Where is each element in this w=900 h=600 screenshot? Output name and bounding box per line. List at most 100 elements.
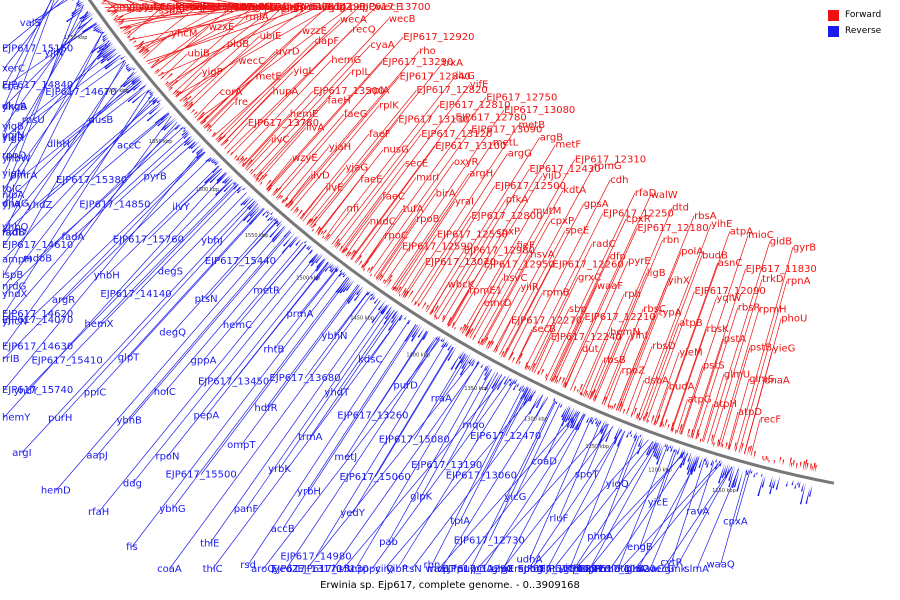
reverse-gene-mark — [242, 203, 260, 222]
forward-gene-mark — [531, 363, 536, 372]
reverse-gene-label: mdtD — [604, 564, 632, 575]
reverse-gene-leader-line — [203, 241, 304, 361]
reverse-gene-mark — [191, 143, 202, 154]
forward-gene-leader-line — [214, 0, 255, 8]
reverse-gene-mark — [338, 271, 344, 277]
forward-gene-leader-line — [461, 210, 534, 334]
forward-gene-leader-line — [204, 76, 256, 129]
reverse-gene-label: EJP617_14670 — [45, 87, 116, 98]
forward-gene-mark — [810, 463, 812, 471]
map-caption: Erwinia sp. Ejp617, complete genome. - 0… — [320, 580, 580, 591]
forward-gene-leader-line — [531, 277, 579, 373]
reverse-gene-label: EJP617_11820 — [585, 564, 656, 575]
reverse-gene-mark — [210, 158, 215, 162]
reverse-gene-mark — [422, 330, 430, 340]
reverse-gene-mark — [270, 212, 274, 215]
reverse-gene-mark — [315, 261, 331, 281]
forward-gene-mark — [163, 73, 173, 82]
forward-gene-leader-line — [499, 230, 566, 356]
forward-gene-mark — [140, 48, 149, 56]
forward-gene-leader-line — [395, 201, 456, 292]
forward-gene-label: rpoC — [384, 231, 408, 242]
reverse-gene-label: cca — [2, 82, 19, 93]
forward-gene-mark — [322, 235, 325, 239]
reverse-gene-mark — [152, 99, 159, 105]
reverse-gene-label: cspR — [577, 564, 601, 575]
reverse-gene-mark — [163, 118, 178, 131]
forward-gene-leader-line — [417, 185, 496, 307]
forward-gene-leader-line — [653, 352, 680, 425]
reverse-gene-leader-line — [332, 361, 480, 570]
reverse-gene-leader-line — [697, 461, 715, 512]
forward-gene-label: hemG — [331, 55, 361, 66]
forward-strand-track — [96, 0, 817, 473]
reverse-gene-leader-line — [59, 203, 259, 419]
forward-gene-mark — [361, 260, 369, 270]
forward-gene-leader-line — [549, 219, 627, 381]
forward-gene-leader-line — [703, 374, 725, 442]
reverse-gene-leader-line — [304, 291, 369, 379]
reverse-gene-label: nrdG — [2, 282, 26, 293]
reverse-gene-label: EJP617_15440 — [205, 256, 276, 267]
forward-gene-label: omp — [113, 2, 135, 13]
reverse-gene-mark — [425, 335, 437, 353]
reverse-gene-label: EJP617_14140 — [100, 289, 171, 300]
forward-gene-mark — [321, 229, 327, 237]
reverse-gene-leader-line — [80, 60, 125, 93]
reverse-gene-mark — [246, 206, 262, 223]
forward-gene-mark — [229, 151, 234, 156]
forward-gene-leader-line — [430, 284, 448, 315]
reverse-gene-mark — [458, 350, 465, 360]
forward-gene-label: yraI — [455, 197, 474, 208]
reverse-gene-mark — [71, 6, 86, 17]
forward-gene-label: EJP617_12800 — [471, 211, 542, 222]
reverse-gene-mark — [591, 417, 595, 425]
reverse-gene-label: yigM — [2, 169, 26, 180]
reverse-gene-label: budR — [577, 564, 603, 575]
reverse-gene-mark — [347, 285, 362, 304]
forward-gene-label: hsvA — [530, 250, 554, 261]
reverse-gene-mark — [204, 167, 221, 184]
forward-gene-label: oxyR — [454, 157, 479, 168]
forward-gene-mark — [607, 405, 610, 410]
reverse-gene-leader-line — [39, 102, 161, 206]
reverse-gene-label: yedZ — [274, 564, 299, 575]
reverse-gene-mark — [689, 454, 697, 472]
reverse-gene-mark — [96, 45, 117, 60]
legend-forward-swatch — [828, 9, 839, 21]
reverse-gene-mark — [183, 137, 193, 146]
reverse-gene-label: degQ — [159, 328, 186, 339]
forward-gene-mark — [240, 157, 248, 165]
reverse-gene-leader-line — [212, 314, 403, 570]
reverse-gene-mark — [523, 388, 533, 406]
forward-gene-label: metF — [556, 140, 582, 151]
forward-gene-mark — [343, 247, 348, 255]
forward-gene-leader-line — [393, 142, 494, 291]
reverse-gene-mark — [183, 132, 191, 139]
forward-gene-mark — [120, 25, 130, 34]
forward-gene-label: pldB — [227, 39, 249, 50]
reverse-gene-mark — [769, 478, 774, 495]
reverse-gene-mark — [454, 350, 467, 370]
forward-gene-label: pstS — [703, 360, 725, 371]
forward-gene-label: mtgA — [165, 2, 192, 13]
forward-gene-mark — [613, 403, 617, 411]
forward-gene-leader-line — [101, 0, 127, 8]
forward-gene-leader-line — [124, 6, 179, 35]
legend: Forward Reverse — [828, 8, 886, 40]
forward-gene-mark — [747, 446, 750, 456]
reverse-gene-leader-line — [55, 226, 285, 491]
forward-gene-mark — [660, 421, 664, 428]
forward-gene-mark — [110, 11, 118, 17]
forward-gene-leader-line — [107, 6, 194, 13]
reverse-gene-leader-line — [128, 208, 265, 358]
reverse-gene-label: coaA — [157, 564, 182, 575]
reverse-gene-mark — [669, 444, 672, 449]
reverse-gene-leader-line — [3, 5, 84, 174]
reverse-gene-label: cytR — [660, 557, 682, 568]
forward-gene-mark — [435, 316, 438, 321]
forward-gene-mark — [716, 439, 720, 448]
reverse-gene-mark — [315, 253, 324, 264]
reverse-gene-mark — [223, 179, 236, 193]
forward-gene-label: fre — [235, 97, 249, 108]
